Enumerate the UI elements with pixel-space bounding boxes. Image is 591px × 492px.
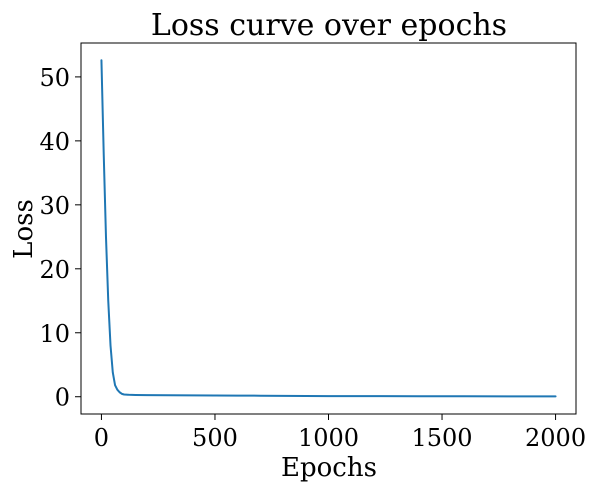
y-tick-label: 50 [39, 64, 70, 92]
y-tick-label: 0 [55, 384, 70, 412]
y-tick-label: 40 [39, 128, 70, 156]
chart-title: Loss curve over epochs [151, 8, 507, 43]
x-axis: 0 500 1000 1500 2000 [94, 414, 586, 452]
x-tick-label: 2000 [525, 424, 586, 452]
series-layer [100, 59, 557, 398]
x-tick-label: 0 [94, 424, 109, 452]
loss-series-line [100, 59, 557, 398]
y-tick-label: 30 [39, 192, 70, 220]
plot-area: 0 500 1000 1500 2000 0 10 20 30 40 50 [39, 42, 586, 452]
x-tick-label: 500 [192, 424, 238, 452]
x-tick-label: 1500 [411, 424, 472, 452]
y-tick-label: 20 [39, 256, 70, 284]
x-tick-label: 1000 [298, 424, 359, 452]
plot-frame [80, 42, 577, 415]
x-axis-label: Epochs [281, 453, 377, 483]
y-axis: 0 10 20 30 40 50 [39, 64, 81, 412]
y-axis-label: Loss [9, 199, 39, 259]
y-tick-label: 10 [39, 320, 70, 348]
